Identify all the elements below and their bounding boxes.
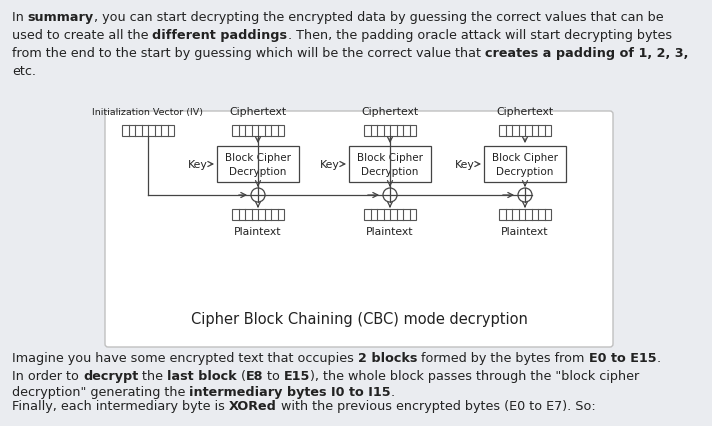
Text: In: In bbox=[12, 11, 28, 24]
Text: used to create all the: used to create all the bbox=[12, 29, 152, 42]
Text: Key: Key bbox=[455, 160, 475, 170]
Text: Block Cipher: Block Cipher bbox=[357, 153, 423, 163]
Text: Cipher Block Chaining (CBC) mode decryption: Cipher Block Chaining (CBC) mode decrypt… bbox=[191, 311, 528, 326]
Text: etc.: etc. bbox=[12, 65, 36, 78]
Text: In order to: In order to bbox=[12, 369, 83, 382]
Text: Key: Key bbox=[320, 160, 340, 170]
Text: formed by the bytes from: formed by the bytes from bbox=[417, 351, 589, 364]
Text: Ciphertext: Ciphertext bbox=[362, 107, 419, 117]
Text: from the end to the start by guessing which will be the correct value that: from the end to the start by guessing wh… bbox=[12, 47, 485, 60]
Bar bbox=[217, 147, 299, 183]
Text: the: the bbox=[138, 369, 167, 382]
Text: different paddings: different paddings bbox=[152, 29, 288, 42]
Circle shape bbox=[518, 189, 532, 202]
Text: Imagine you have some encrypted text that occupies: Imagine you have some encrypted text tha… bbox=[12, 351, 358, 364]
Text: Finally, each intermediary byte is: Finally, each intermediary byte is bbox=[12, 399, 229, 412]
Text: E8: E8 bbox=[246, 369, 263, 382]
Text: Key: Key bbox=[188, 160, 208, 170]
Text: Block Cipher: Block Cipher bbox=[225, 153, 291, 163]
Bar bbox=[499, 209, 551, 220]
Circle shape bbox=[383, 189, 397, 202]
Text: Plaintext: Plaintext bbox=[366, 227, 414, 236]
Text: Initialization Vector (IV): Initialization Vector (IV) bbox=[93, 108, 204, 117]
Text: with the previous encrypted bytes (E0 to E7). So:: with the previous encrypted bytes (E0 to… bbox=[277, 399, 595, 412]
Text: to: to bbox=[263, 369, 284, 382]
Bar bbox=[122, 125, 174, 136]
Text: creates a padding of 1, 2, 3,: creates a padding of 1, 2, 3, bbox=[485, 47, 689, 60]
Circle shape bbox=[251, 189, 265, 202]
Bar bbox=[232, 125, 284, 136]
Text: Plaintext: Plaintext bbox=[234, 227, 282, 236]
Text: intermediary bytes I0 to I15: intermediary bytes I0 to I15 bbox=[189, 385, 391, 398]
Text: E0 to E15: E0 to E15 bbox=[589, 351, 656, 364]
Text: Ciphertext: Ciphertext bbox=[496, 107, 553, 117]
Bar bbox=[499, 125, 551, 136]
Text: decrypt: decrypt bbox=[83, 369, 138, 382]
Text: summary: summary bbox=[28, 11, 94, 24]
Text: , you can start decrypting the encrypted data by guessing the correct values tha: , you can start decrypting the encrypted… bbox=[94, 11, 664, 24]
Text: decryption" generating the: decryption" generating the bbox=[12, 385, 189, 398]
Text: .: . bbox=[656, 351, 660, 364]
Bar bbox=[364, 209, 416, 220]
Text: Decryption: Decryption bbox=[361, 167, 419, 177]
Text: Plaintext: Plaintext bbox=[501, 227, 549, 236]
Bar bbox=[349, 147, 431, 183]
Bar bbox=[232, 209, 284, 220]
Text: (: ( bbox=[237, 369, 246, 382]
Text: XORed: XORed bbox=[229, 399, 277, 412]
Bar bbox=[364, 125, 416, 136]
Text: 2 blocks: 2 blocks bbox=[358, 351, 417, 364]
Text: Ciphertext: Ciphertext bbox=[229, 107, 286, 117]
FancyBboxPatch shape bbox=[105, 112, 613, 347]
Text: . Then, the padding oracle attack will start decrypting bytes: . Then, the padding oracle attack will s… bbox=[288, 29, 671, 42]
Text: .: . bbox=[391, 385, 395, 398]
Text: Decryption: Decryption bbox=[496, 167, 554, 177]
Text: ), the whole block passes through the "block cipher: ), the whole block passes through the "b… bbox=[310, 369, 640, 382]
Text: Decryption: Decryption bbox=[229, 167, 287, 177]
Bar bbox=[484, 147, 566, 183]
Text: Block Cipher: Block Cipher bbox=[492, 153, 558, 163]
Text: E15: E15 bbox=[284, 369, 310, 382]
Text: last block: last block bbox=[167, 369, 237, 382]
